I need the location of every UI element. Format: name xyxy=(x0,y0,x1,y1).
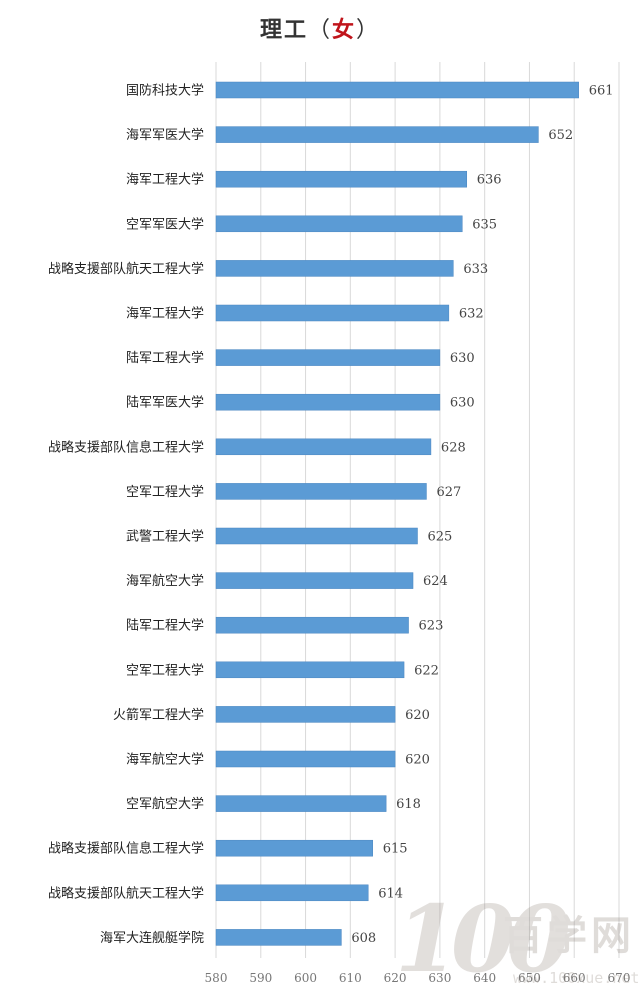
value-label: 614 xyxy=(378,886,403,901)
value-label: 627 xyxy=(436,485,461,500)
category-label: 海军大连舰艇学院 xyxy=(100,930,204,946)
bar xyxy=(215,349,441,366)
bar xyxy=(215,795,387,812)
watermark-digits: 100 xyxy=(395,885,571,993)
value-label: 636 xyxy=(477,173,502,188)
category-label: 战略支援部队信息工程大学 xyxy=(48,439,204,455)
bar xyxy=(215,839,373,857)
value-label: 615 xyxy=(383,842,408,857)
bar xyxy=(215,126,539,143)
bar xyxy=(215,884,369,902)
category-label: 陆军军医大学 xyxy=(126,395,204,411)
value-label: 630 xyxy=(450,351,475,366)
bar xyxy=(215,81,579,99)
bar xyxy=(215,572,414,589)
value-label: 620 xyxy=(405,753,430,768)
category-label: 空军工程大学 xyxy=(126,662,204,678)
x-tick-label: 630 xyxy=(428,971,451,985)
value-label: 632 xyxy=(459,307,484,322)
bar xyxy=(215,661,405,679)
value-label: 661 xyxy=(589,84,614,99)
category-label: 战略支援部队信息工程大学 xyxy=(48,841,204,857)
x-tick-label: 650 xyxy=(518,971,541,985)
x-tick-label: 600 xyxy=(294,971,317,985)
category-label: 空军航空大学 xyxy=(126,796,204,812)
chart-title-close-paren: ） xyxy=(356,18,381,43)
bar xyxy=(215,706,396,723)
category-label: 战略支援部队航天工程大学 xyxy=(48,261,204,277)
category-label: 海军工程大学 xyxy=(126,306,204,322)
category-label: 战略支援部队航天工程大学 xyxy=(48,885,204,901)
value-label: 633 xyxy=(463,262,488,277)
value-label: 620 xyxy=(405,708,430,723)
chart-title-main: 理工 xyxy=(259,17,308,43)
category-label: 国防科技大学 xyxy=(126,83,204,99)
category-label: 海军军医大学 xyxy=(126,127,204,143)
value-label: 625 xyxy=(428,530,453,545)
bar xyxy=(215,929,342,946)
bar xyxy=(215,170,468,188)
value-label: 618 xyxy=(396,797,421,812)
category-label: 空军军医大学 xyxy=(126,216,204,232)
watermark-url: www.100xue.net xyxy=(513,969,640,987)
value-label: 628 xyxy=(441,440,466,455)
category-label: 海军航空大学 xyxy=(126,752,204,768)
category-label: 陆军工程大学 xyxy=(126,350,204,366)
labels: 国防科技大学 661 海军军医大学 652 海军工程大学 636 空军军医大学 635 战略支援… xyxy=(48,83,614,946)
watermark-logo: 100 百学网 www.100xue.net xyxy=(395,885,640,1000)
value-label: 624 xyxy=(423,574,448,589)
bar xyxy=(215,304,450,322)
value-label: 635 xyxy=(472,217,497,232)
value-label: 622 xyxy=(414,663,439,678)
bar xyxy=(215,393,441,411)
category-label: 武警工程大学 xyxy=(126,529,204,545)
x-tick-label: 590 xyxy=(249,971,272,985)
chart-title: 理工（女） xyxy=(0,12,640,44)
x-tick-label: 640 xyxy=(473,971,496,985)
bar xyxy=(215,260,454,277)
x-tick-label: 620 xyxy=(384,971,407,985)
x-tick-label: 670 xyxy=(608,971,631,985)
bar xyxy=(215,527,418,545)
bar xyxy=(215,215,463,233)
chart-title-open-paren: （ xyxy=(307,18,332,43)
x-tick-label: 660 xyxy=(563,971,586,985)
bar xyxy=(215,750,396,768)
category-label: 海军工程大学 xyxy=(126,172,204,188)
bars xyxy=(215,81,579,946)
value-label: 652 xyxy=(548,128,573,143)
chart-title-accent: 女 xyxy=(332,17,357,43)
category-label: 陆军工程大学 xyxy=(126,618,204,634)
grid-lines xyxy=(215,62,620,958)
bar xyxy=(215,616,409,634)
category-label: 海军航空大学 xyxy=(126,573,204,589)
category-label: 火箭军工程大学 xyxy=(113,707,204,723)
x-tick-label: 580 xyxy=(205,971,228,985)
value-label: 608 xyxy=(351,931,376,946)
category-label: 空军工程大学 xyxy=(126,484,204,500)
value-label: 630 xyxy=(450,396,475,411)
watermark-text: 百学网 xyxy=(503,913,635,959)
value-label: 623 xyxy=(419,619,444,634)
bar xyxy=(215,438,432,456)
x-axis-ticks: 580 590 600 610 620 630 640 650 660 670 xyxy=(205,971,631,985)
x-tick-label: 610 xyxy=(339,971,362,985)
bar xyxy=(215,483,427,500)
